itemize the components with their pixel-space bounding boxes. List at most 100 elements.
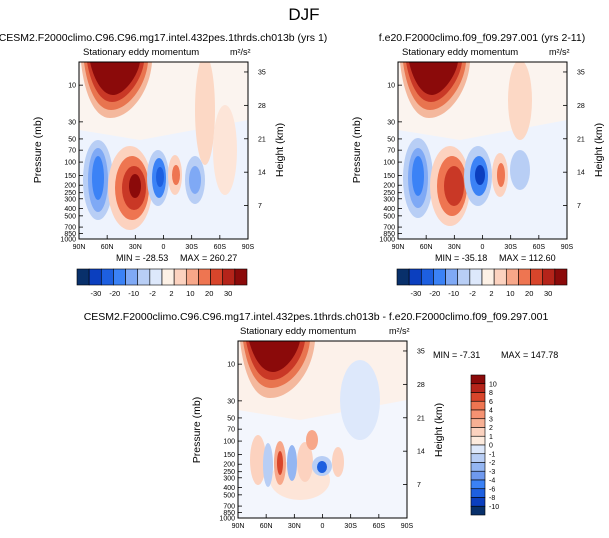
colorbar-label: 2: [489, 289, 493, 298]
y-tick-label: 500: [64, 213, 76, 220]
units-label: m²/s²: [389, 326, 410, 336]
height-tick-label: 28: [258, 103, 266, 110]
colorbar-box: [470, 427, 486, 437]
colorbar-label: -3: [489, 469, 495, 476]
contour-field: [79, 62, 248, 239]
colorbar-box: [161, 268, 175, 286]
x-tick-label: 30N: [448, 244, 461, 251]
y-tick-label: 250: [64, 190, 76, 197]
colorbar-label: -10: [489, 504, 499, 511]
panel-model: CESM2.F2000climo.C96.C96.mg17.intel.432p…: [0, 32, 327, 263]
colorbar-box: [470, 400, 486, 411]
min-label: MIN = -35.18: [435, 253, 487, 263]
x-tick-label: 30S: [185, 244, 198, 251]
colorbar-label: 10: [489, 381, 497, 388]
y-tick-label: 1000: [219, 516, 235, 523]
colorbar-box: [470, 435, 486, 446]
colorbar-box: [185, 268, 199, 286]
colorbar-box: [470, 497, 486, 507]
height-tick-label: 7: [577, 203, 581, 210]
colorbar-box: [469, 268, 483, 286]
colorbar-box: [470, 383, 486, 393]
y-tick-label: 50: [227, 415, 235, 422]
height-tick-label: 35: [258, 69, 266, 76]
page-title: DJF: [288, 5, 319, 24]
y-tick-label: 400: [383, 206, 395, 213]
y-tick-label: 850: [223, 510, 235, 517]
y-tick-label: 250: [383, 190, 395, 197]
y-axis-label-right: Height (km): [274, 123, 286, 177]
colorbar-label: -20: [109, 289, 120, 298]
contour-field: [398, 62, 567, 239]
colorbar-box: [149, 268, 163, 286]
y-tick-label: 1000: [60, 237, 76, 244]
x-tick-label: 90N: [392, 244, 405, 251]
panel-control: f.e20.F2000climo.f09_f09.297.001 (yrs 2-…: [351, 32, 605, 263]
colorbar-box: [542, 268, 556, 286]
colorbar-box: [470, 444, 486, 455]
y-tick-label: 200: [383, 183, 395, 190]
y-tick-label: 10: [68, 83, 76, 90]
colorbar-box: [470, 392, 486, 402]
colorbar-box: [481, 268, 495, 286]
colorbar-label: 30: [224, 289, 232, 298]
colorbar-box: [234, 268, 248, 286]
colorbar-box: [554, 268, 568, 286]
y-tick-label: 30: [68, 119, 76, 126]
colorbar-label: -2: [149, 289, 156, 298]
colorbar-box: [530, 268, 544, 286]
x-tick-label: 0: [321, 523, 325, 530]
y-tick-label: 10: [227, 362, 235, 369]
x-tick-label: 60N: [101, 244, 114, 251]
x-tick-label: 90S: [401, 523, 414, 530]
colorbar-box: [420, 268, 434, 286]
height-tick-label: 14: [577, 170, 585, 177]
y-tick-label: 400: [64, 206, 76, 213]
height-tick-label: 35: [417, 348, 425, 355]
colorbar-label: -20: [429, 289, 440, 298]
y-tick-label: 700: [383, 225, 395, 232]
colorbar-box: [222, 268, 236, 286]
colorbar-label: -30: [410, 289, 421, 298]
colorbar-box: [125, 268, 139, 286]
colorbar-box: [198, 268, 211, 286]
colorbar-box: [470, 453, 486, 463]
colorbar-label: 10: [506, 289, 514, 298]
colorbar-label: 2: [169, 289, 173, 298]
y-tick-label: 100: [383, 160, 395, 167]
colorbar-label: -10: [128, 289, 139, 298]
x-tick-label: 0: [162, 244, 166, 251]
height-tick-label: 28: [577, 103, 585, 110]
y-tick-label: 700: [223, 504, 235, 511]
units-label: m²/s²: [230, 47, 251, 57]
colorbar-box: [210, 268, 224, 286]
x-tick-label: 60S: [373, 523, 386, 530]
x-tick-label: 30S: [504, 244, 517, 251]
colorbar-box: [470, 418, 486, 428]
colorbar-label: -10: [448, 289, 459, 298]
height-tick-label: 21: [577, 136, 585, 143]
x-tick-label: 90S: [561, 244, 574, 251]
height-tick-label: 35: [577, 69, 585, 76]
colorbar-label: -1: [489, 451, 495, 458]
panel-subtitle: Stationary eddy momentum: [402, 47, 518, 58]
y-tick-label: 300: [223, 475, 235, 482]
colorbar-label: -8: [489, 495, 495, 502]
y-axis-label-right: Height (km): [593, 123, 605, 177]
colorbar-box: [470, 462, 486, 472]
x-tick-label: 60N: [420, 244, 433, 251]
colorbar-box: [505, 268, 519, 286]
units-label: m²/s²: [549, 47, 570, 57]
y-tick-label: 10: [387, 83, 395, 90]
colorbar-box: [470, 374, 486, 385]
colorbar-box: [173, 268, 187, 286]
colorbar-label: 20: [205, 289, 213, 298]
x-tick-label: 90N: [73, 244, 86, 251]
colorbar-box: [518, 268, 531, 286]
panel-subtitle: Stationary eddy momentum: [83, 47, 199, 58]
y-tick-label: 850: [64, 231, 76, 238]
colorbar-horizontal: -30 -20 -10 -2 2 10 20 30: [396, 268, 568, 298]
y-tick-label: 70: [68, 148, 76, 155]
contour-field: [238, 341, 407, 518]
